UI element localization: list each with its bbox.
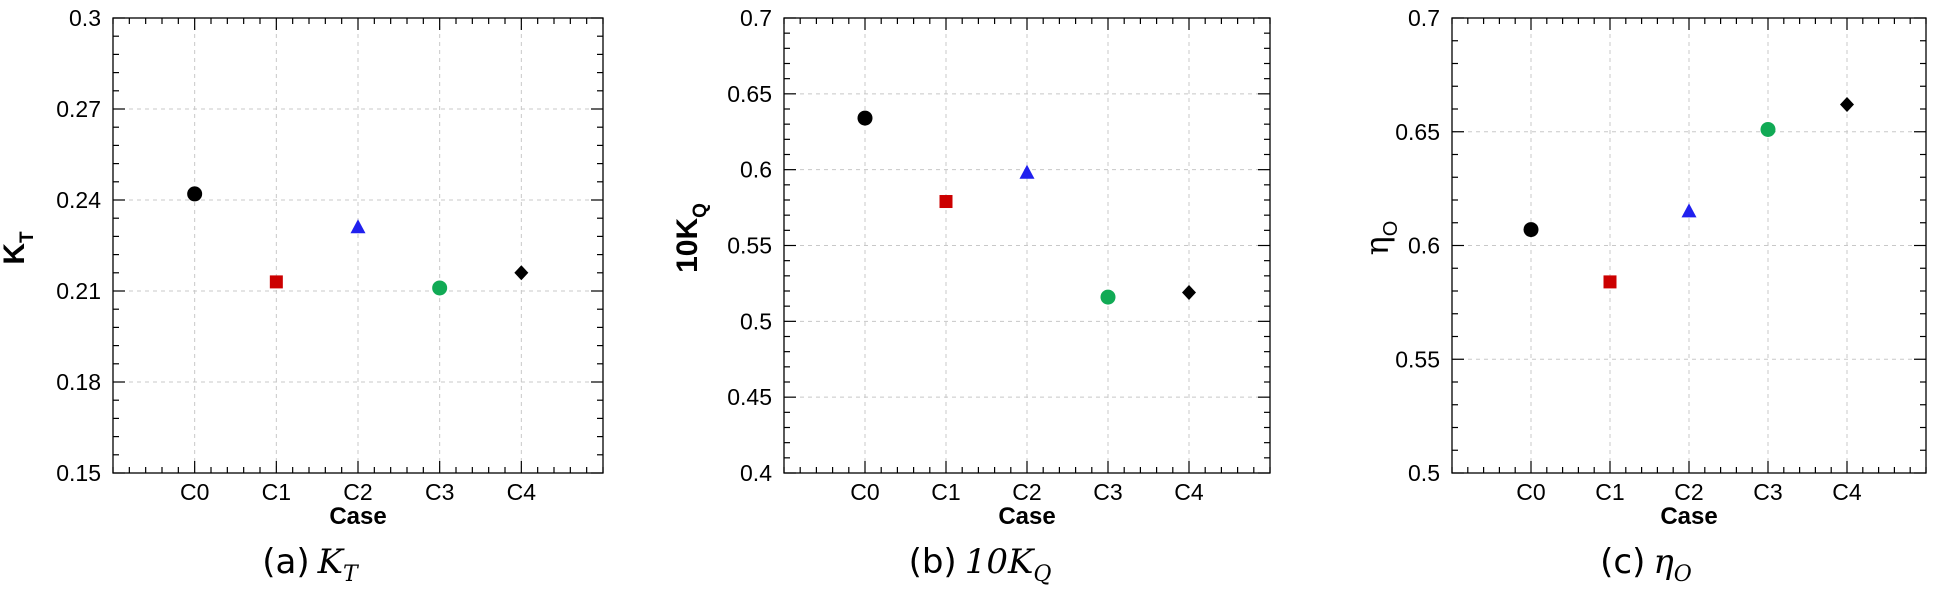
data-point-c3 bbox=[1100, 289, 1116, 305]
y-tick-label: 0.21 bbox=[56, 278, 101, 304]
y-tick-label: 0.55 bbox=[1395, 346, 1440, 372]
y-tick-label: 0.5 bbox=[740, 308, 772, 334]
x-tick-label: C2 bbox=[343, 479, 372, 505]
panel-caption: (c) ηO bbox=[1600, 542, 1692, 587]
x-tick-label: C3 bbox=[1753, 479, 1782, 505]
x-axis-label: Case bbox=[329, 503, 386, 530]
y-tick-label: 0.24 bbox=[56, 187, 101, 213]
data-point-c3 bbox=[1760, 121, 1776, 137]
x-tick-label: C4 bbox=[1832, 479, 1862, 505]
x-tick-label: C2 bbox=[1674, 479, 1703, 505]
chart-panel-1: 0.150.180.210.240.270.3C0 C1 C2 C3 C4CaseKT(… bbox=[0, 5, 604, 587]
y-axis-label-main: K bbox=[0, 243, 31, 265]
x-tick-label: C0 bbox=[1516, 479, 1545, 505]
y-tick-label: 0.3 bbox=[69, 5, 101, 31]
y-tick-label: 0.7 bbox=[740, 5, 772, 31]
panel-caption-subscript: T bbox=[343, 562, 360, 587]
y-tick-label: 0.7 bbox=[1408, 5, 1440, 31]
panel-caption-subscript: Q bbox=[1033, 562, 1051, 587]
data-point-c1 bbox=[269, 275, 283, 289]
y-axis-label: KT bbox=[0, 231, 38, 265]
y-axis-label-sub: O bbox=[1380, 221, 1402, 237]
y-tick-label: 0.45 bbox=[727, 384, 772, 410]
y-tick-label: 0.27 bbox=[56, 96, 101, 122]
y-tick-label: 0.65 bbox=[727, 81, 772, 107]
y-axis-label-main: 10K bbox=[671, 218, 704, 273]
y-axis-label: 10KQ bbox=[671, 203, 711, 273]
y-tick-label: 0.6 bbox=[1408, 233, 1440, 259]
data-point-c1 bbox=[1603, 275, 1617, 289]
x-tick-label: C0 bbox=[180, 479, 209, 505]
y-tick-label: 0.5 bbox=[1408, 460, 1440, 486]
panel-caption: (b) 10KQ bbox=[909, 542, 1052, 587]
data-point-c4 bbox=[1182, 285, 1196, 301]
x-tick-label: C1 bbox=[262, 479, 291, 505]
panel-caption-symbol: 10K bbox=[965, 542, 1036, 582]
y-tick-label: 0.65 bbox=[1395, 119, 1440, 145]
data-point-c4 bbox=[1840, 96, 1854, 112]
x-axis-label: Case bbox=[1660, 503, 1717, 530]
y-axis-label: ηO bbox=[1358, 221, 1402, 256]
x-tick-label: C1 bbox=[931, 479, 960, 505]
panel-caption-subscript: O bbox=[1674, 562, 1692, 587]
x-tick-label: C3 bbox=[1093, 479, 1122, 505]
x-tick-label: C4 bbox=[1174, 479, 1204, 505]
y-tick-label: 0.18 bbox=[56, 369, 101, 395]
data-point-c3 bbox=[432, 280, 448, 296]
data-point-c0 bbox=[187, 186, 203, 202]
x-tick-label: C1 bbox=[1595, 479, 1624, 505]
y-tick-label: 0.6 bbox=[740, 157, 772, 183]
x-axis-label: Case bbox=[998, 503, 1055, 530]
data-point-c2 bbox=[1019, 164, 1035, 179]
x-tick-label: C3 bbox=[425, 479, 454, 505]
x-tick-label: C2 bbox=[1012, 479, 1041, 505]
panel-caption-prefix: (b) bbox=[909, 542, 957, 582]
data-point-c1 bbox=[939, 195, 953, 209]
panel-caption-prefix: (c) bbox=[1600, 542, 1645, 582]
panel-caption-prefix: (a) bbox=[262, 542, 309, 582]
y-tick-label: 0.4 bbox=[740, 460, 772, 486]
y-axis-label-main: η bbox=[1358, 236, 1396, 255]
data-point-c0 bbox=[1523, 222, 1539, 238]
data-point-c0 bbox=[857, 110, 873, 126]
y-axis-label-sub: Q bbox=[690, 203, 711, 218]
y-tick-label: 0.15 bbox=[56, 460, 101, 486]
x-tick-label: C0 bbox=[850, 479, 879, 505]
y-axis-label-sub: T bbox=[17, 231, 38, 243]
data-point-c2 bbox=[1681, 203, 1697, 218]
panel-caption-symbol: K bbox=[317, 542, 346, 582]
chart-panel-2: 0.4 0.45 0.5 0.55 0.6 0.65 0.7 C0 C1 C2 C3 C4 Case 10… bbox=[671, 5, 1271, 587]
data-point-c2 bbox=[350, 219, 366, 234]
y-tick-label: 0.55 bbox=[727, 233, 772, 259]
data-point-c4 bbox=[514, 265, 529, 281]
x-tick-label: C4 bbox=[507, 479, 537, 505]
panel-caption: (a) KT bbox=[262, 542, 360, 587]
panel-caption-symbol: η bbox=[1653, 542, 1674, 582]
